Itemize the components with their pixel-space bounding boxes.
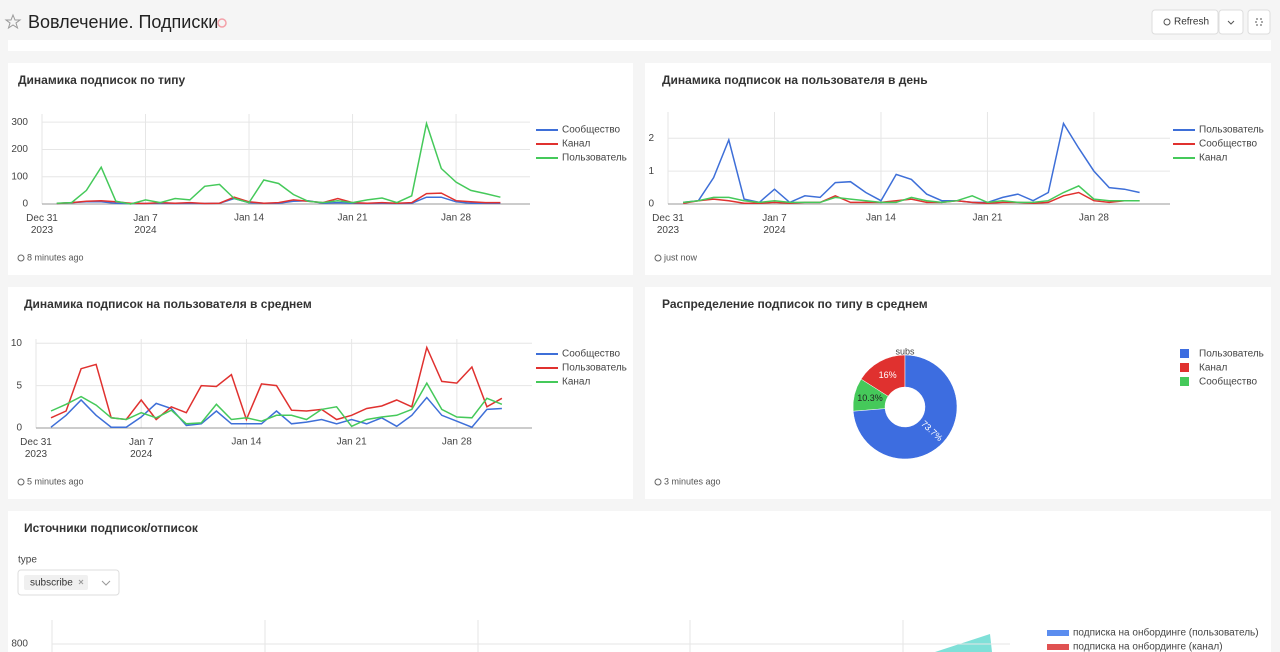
x-tick-label: Jan 21	[338, 213, 368, 224]
legend-swatch	[1047, 644, 1069, 650]
legend-label: Сообщество	[1199, 376, 1258, 388]
y-tick-label: 10	[11, 338, 23, 349]
panel-title: Динамика подписок на пользователя в сред…	[24, 297, 312, 311]
x-tick-label: Dec 31 2023	[652, 213, 684, 236]
y-tick-label: 200	[11, 144, 28, 155]
legend-swatch	[1047, 630, 1069, 636]
y-tick-label: 800	[11, 639, 28, 650]
header-strip	[8, 40, 1271, 51]
favorite-star[interactable]	[4, 13, 22, 30]
dashboard-title: Вовлечение. Подписки	[28, 12, 218, 32]
updated-time: 8 minutes ago	[27, 252, 84, 262]
x-tick-label: Jan 7 2024	[133, 213, 158, 236]
panel	[8, 287, 633, 499]
updated-time: 5 minutes ago	[27, 476, 84, 486]
panel-title: Распределение подписок по типу в среднем	[662, 297, 928, 311]
area-sliver	[935, 634, 992, 652]
y-tick-label: 300	[11, 117, 28, 128]
x-tick-label: Jan 7 2024	[129, 437, 154, 460]
filter-icons[interactable]	[78, 579, 111, 586]
series-line	[50, 381, 503, 428]
panel-title: Динамика подписок на пользователя в день	[662, 73, 928, 87]
refresh-button[interactable]: Refresh	[1151, 9, 1219, 35]
refresh-icon	[17, 478, 25, 486]
legend-label: Пользователь	[562, 153, 627, 164]
panel	[645, 63, 1271, 275]
legend-swatch	[1180, 377, 1189, 386]
refresh-label[interactable]: Refresh	[1174, 17, 1209, 28]
x-tick-label: Jan 28	[442, 437, 472, 448]
series-line	[56, 120, 501, 205]
series-line	[50, 396, 502, 429]
panel	[645, 287, 1271, 499]
slice-label: 10.3%	[857, 393, 883, 403]
x-tick-label: Jan 28	[441, 213, 471, 224]
x-tick-label: Jan 28	[1079, 213, 1109, 224]
panel-title: Источники подписок/отписок	[24, 521, 199, 535]
updated-time: 3 minutes ago	[664, 476, 721, 486]
x-tick-label: Jan 14	[231, 437, 261, 448]
x-tick-label: Dec 31 2023	[26, 213, 58, 236]
legend-label: Пользователь	[562, 363, 627, 374]
y-tick-label: 2	[648, 133, 654, 144]
y-tick-label: 5	[16, 380, 22, 391]
y-tick-label: 1	[648, 166, 654, 177]
refresh-icon	[17, 254, 25, 262]
x-tick-label: Jan 21	[972, 213, 1002, 224]
cert-icon	[217, 18, 227, 28]
legend-swatch	[1180, 349, 1189, 358]
y-tick-label: 100	[11, 171, 28, 182]
fullscreen-button[interactable]	[1247, 9, 1271, 35]
x-tick-label: Dec 31 2023	[20, 437, 52, 460]
refresh-icon	[654, 254, 662, 262]
legend-label: Канал	[562, 377, 590, 388]
x-tick-label: Jan 14	[866, 213, 896, 224]
panel	[8, 511, 1271, 652]
x-tick-label: Jan 14	[234, 213, 264, 224]
x-tick-label: Jan 21	[337, 437, 367, 448]
filter-chip[interactable]	[24, 575, 88, 590]
series-line	[683, 191, 1140, 205]
refresh-icon	[654, 478, 662, 486]
y-tick-label: 0	[22, 199, 28, 210]
pie-slice	[852, 354, 958, 460]
legend-label: Сообщество	[562, 124, 621, 136]
header	[0, 0, 1280, 44]
legend-label: Канал	[562, 139, 590, 150]
dropdown-button[interactable]	[1218, 9, 1244, 35]
panel-title: Динамика подписок по типу	[18, 73, 186, 87]
y-tick-label: 0	[648, 199, 654, 210]
series-line	[56, 192, 501, 205]
filter-value: subscribe	[30, 578, 73, 589]
series-line	[683, 185, 1140, 204]
legend-label: Пользователь	[1199, 125, 1264, 136]
legend-label: Пользователь	[1199, 349, 1264, 360]
legend-label: Канал	[1199, 363, 1227, 374]
x-tick-label: Jan 7 2024	[762, 213, 787, 236]
slice-label: 16%	[879, 370, 897, 380]
legend-label: Сообщество	[562, 348, 621, 360]
y-tick-label: 0	[16, 423, 22, 434]
pie-label: subs	[895, 346, 915, 356]
legend-swatch	[1180, 363, 1189, 372]
legend-label: подписка на онбординге (канал)	[1073, 641, 1223, 652]
legend-label: подписка на онбординге (пользователь)	[1073, 627, 1259, 639]
legend-label: Канал	[1199, 153, 1227, 164]
filter-label: type	[18, 555, 37, 566]
updated-time: just now	[663, 252, 698, 262]
legend-label: Сообщество	[1199, 138, 1258, 150]
panel	[8, 63, 633, 275]
